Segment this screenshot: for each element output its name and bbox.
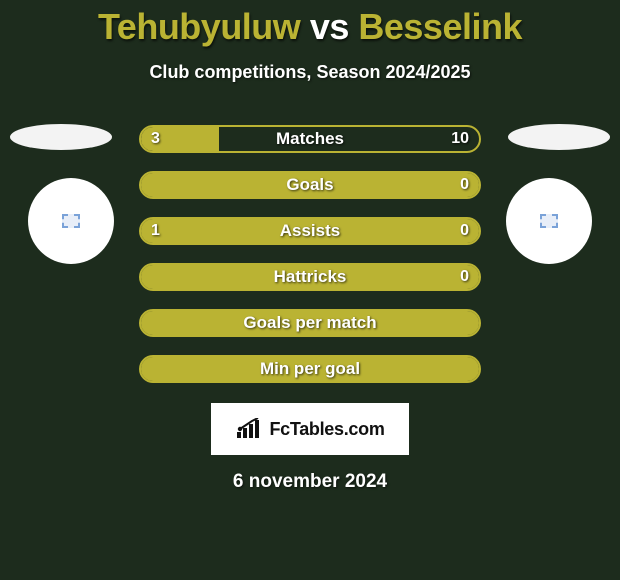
- player1-name: Tehubyuluw: [98, 6, 300, 47]
- stat-row: Goals per match: [139, 309, 481, 337]
- player2-club-badge: [506, 178, 592, 264]
- stat-label: Goals: [141, 173, 479, 197]
- subtitle: Club competitions, Season 2024/2025: [0, 62, 620, 83]
- player2-name: Besselink: [358, 6, 522, 47]
- stats-container: Matches310Goals0Assists10Hattricks0Goals…: [139, 125, 481, 383]
- stat-row: Assists1 0: [139, 217, 481, 245]
- stat-row: Matches3 10: [139, 125, 481, 153]
- brand-text: FcTables.com: [269, 419, 384, 440]
- stat-value-right: 0: [460, 265, 469, 289]
- vs-label: vs: [310, 6, 349, 47]
- date-label: 6 november 2024: [0, 471, 620, 493]
- stat-row: Goals0: [139, 171, 481, 199]
- player2-flag: [508, 124, 610, 150]
- stat-row: Hattricks0: [139, 263, 481, 291]
- stat-row: Min per goal: [139, 355, 481, 383]
- stat-label: Goals per match: [141, 311, 479, 335]
- comparison-title: Tehubyuluw vs Besselink: [0, 0, 620, 48]
- stat-label: Matches: [141, 127, 479, 151]
- stat-label: Assists: [141, 219, 479, 243]
- placeholder-icon: [62, 214, 80, 228]
- brand-bars-icon: [235, 418, 263, 440]
- stat-value-right: 0: [460, 219, 469, 243]
- placeholder-icon: [540, 214, 558, 228]
- stat-value-right: 0: [460, 173, 469, 197]
- stat-value-right: 10: [451, 127, 469, 151]
- stat-value-left: 3: [151, 127, 160, 151]
- stat-label: Min per goal: [141, 357, 479, 381]
- player1-flag: [10, 124, 112, 150]
- stat-label: Hattricks: [141, 265, 479, 289]
- player1-club-badge: [28, 178, 114, 264]
- brand-watermark: FcTables.com: [211, 403, 409, 455]
- stat-value-left: 1: [151, 219, 160, 243]
